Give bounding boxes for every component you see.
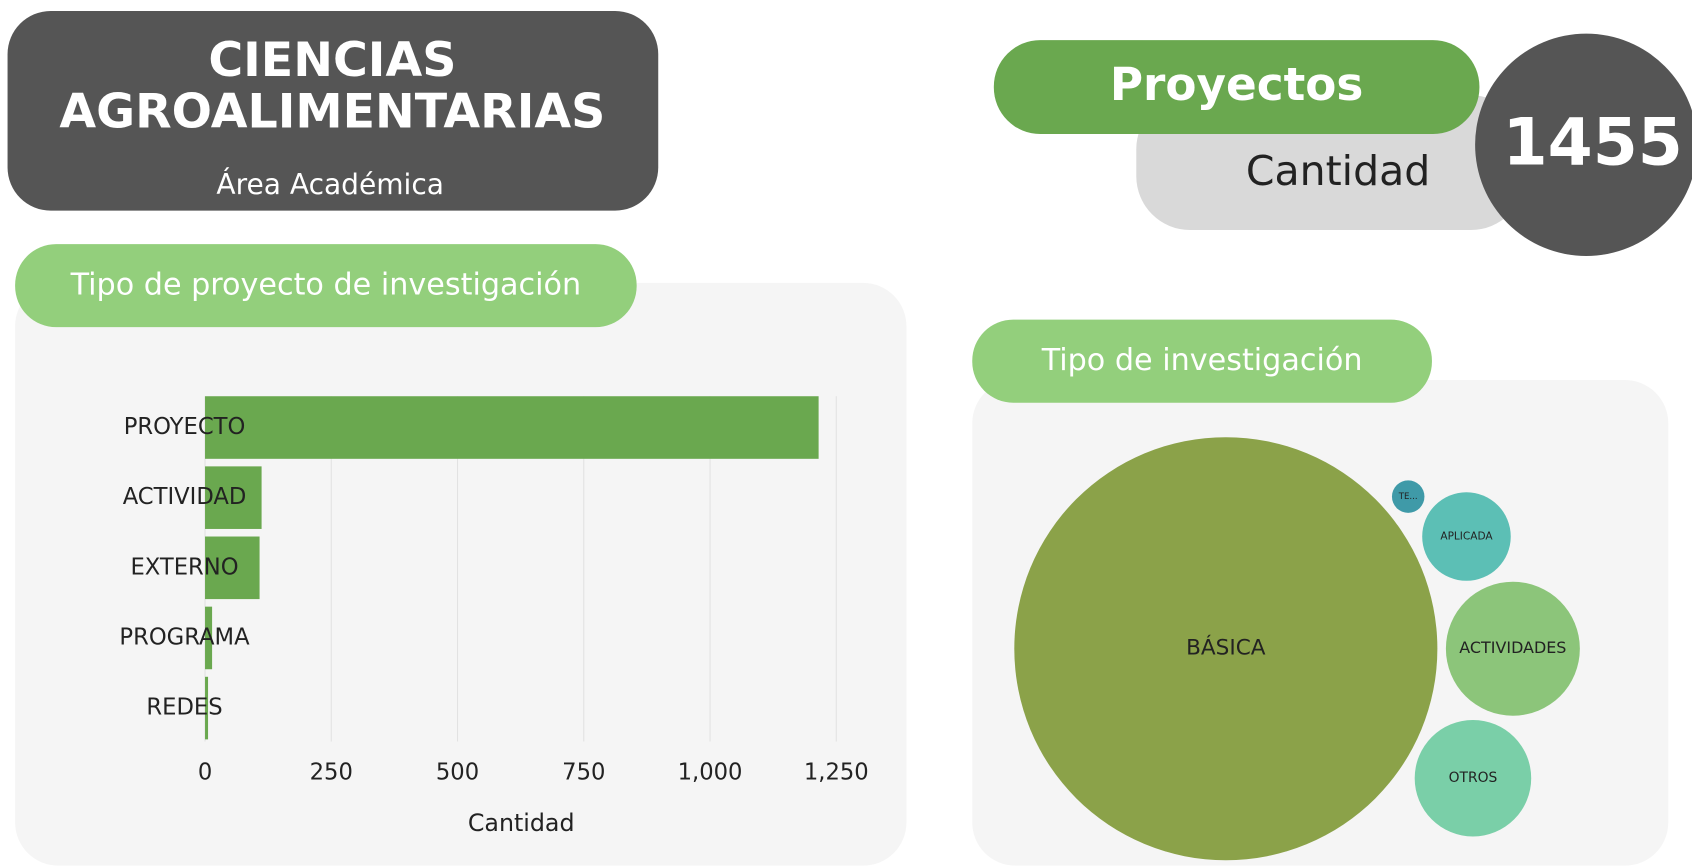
header-title: AGROALIMENTARIAS: [59, 85, 605, 140]
x-tick-label: 750: [562, 759, 605, 785]
panel-title-box: [972, 319, 1432, 403]
bar: [205, 536, 260, 600]
y-tick-label: ACTIVIDAD: [123, 484, 247, 510]
x-tick-label: 1,250: [804, 759, 869, 785]
chart-title: Tipo de investigación: [1041, 343, 1363, 378]
x-tick-label: 500: [436, 759, 479, 785]
y-tick-label: REDES: [146, 695, 222, 721]
kpi-circle: [1475, 33, 1692, 256]
x-tick-label: 1,000: [678, 759, 743, 785]
kpi-label: Cantidad: [1246, 147, 1430, 195]
kpi-title: Proyectos: [1110, 58, 1364, 111]
bubble: [1014, 437, 1438, 861]
bubble-label: APLICADA: [1440, 531, 1493, 543]
header-box: [7, 11, 659, 211]
y-tick-label: EXTERNO: [130, 554, 238, 580]
x-tick-label: 0: [198, 759, 212, 785]
y-tick-label: PROGRAMA: [119, 624, 250, 650]
bubble-label: OTROS: [1449, 770, 1498, 786]
bubble-label: BÁSICA: [1186, 635, 1266, 661]
chart-title: Tipo de proyecto de investigación: [70, 268, 582, 303]
bar: [205, 676, 209, 740]
bubble: [1391, 480, 1425, 513]
bubble-label: TE...: [1398, 492, 1418, 502]
header-subtitle: Área Académica: [216, 167, 444, 201]
bubble: [1445, 581, 1580, 716]
bar: [205, 396, 819, 459]
header-title: CIENCIAS: [208, 33, 456, 88]
bar: [205, 606, 213, 670]
bar: [205, 466, 262, 529]
bubble: [1422, 492, 1511, 581]
y-tick-label: PROYECTO: [124, 414, 246, 440]
kpi-value: 1455: [1503, 106, 1683, 181]
bubble: [1414, 719, 1532, 837]
x-axis-label: Cantidad: [468, 809, 575, 837]
bubble-label: ACTIVIDADES: [1459, 638, 1566, 657]
kpi-title-box: [993, 40, 1480, 135]
x-tick-label: 250: [310, 759, 353, 785]
panel-title-box: [15, 244, 637, 328]
